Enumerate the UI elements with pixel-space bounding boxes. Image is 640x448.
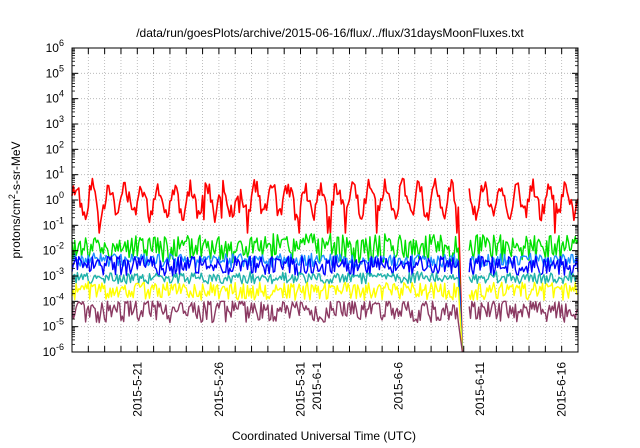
series-line xyxy=(468,300,579,323)
y-tick-label: 10-3 xyxy=(43,266,64,283)
x-tick-label: 2015-6-16 xyxy=(555,362,569,417)
y-tick-label: 103 xyxy=(46,114,64,131)
y-axis-title: protons/cm2-s-sr-MeV xyxy=(7,141,23,258)
y-tick-label: 10-6 xyxy=(43,342,64,359)
x-tick-label: 2015-6-1 xyxy=(310,362,324,410)
series-line xyxy=(71,232,464,353)
series-line xyxy=(71,255,464,353)
x-axis-title: Coordinated Universal Time (UTC) xyxy=(232,429,416,443)
x-tick-label: 2015-6-6 xyxy=(391,362,405,410)
y-tick-label: 104 xyxy=(46,89,64,106)
y-axis: 10-6 10-5 10-4 10-3 10-2 10-1 100 101 102 103 104 1… xyxy=(43,38,578,359)
y-tick-label: 10-2 xyxy=(43,241,64,258)
y-tick-label: 10-4 xyxy=(43,291,64,308)
y-tick-label: 10-5 xyxy=(43,317,64,334)
series-line xyxy=(71,280,464,353)
y-tick-label: 101 xyxy=(46,165,64,182)
series-line xyxy=(468,271,579,285)
y-tick-label: 102 xyxy=(46,139,64,156)
series-layer xyxy=(71,177,579,353)
y-tick-label: 10-1 xyxy=(43,215,64,232)
x-tick-label: 2015-5-31 xyxy=(294,362,308,417)
y-tick-label: 100 xyxy=(46,190,64,207)
series-line xyxy=(468,255,579,277)
series-line xyxy=(71,270,464,353)
series-line xyxy=(468,281,579,301)
series-line xyxy=(468,234,579,264)
chart-title: /data/run/goesPlots/archive/2015-06-16/f… xyxy=(136,26,524,40)
x-tick-label: 2015-6-11 xyxy=(473,362,487,416)
y-tick-label: 106 xyxy=(46,38,64,55)
x-axis: 2015-5-21 2015-5-26 2015-5-31 2015-6-1 2015-… xyxy=(87,48,569,417)
x-tick-label: 2015-5-26 xyxy=(212,362,226,417)
x-tick-label: 2015-5-21 xyxy=(130,362,144,417)
series-line xyxy=(71,177,464,353)
series-line xyxy=(468,178,579,234)
series-line xyxy=(71,300,464,353)
y-tick-label: 105 xyxy=(46,63,64,80)
